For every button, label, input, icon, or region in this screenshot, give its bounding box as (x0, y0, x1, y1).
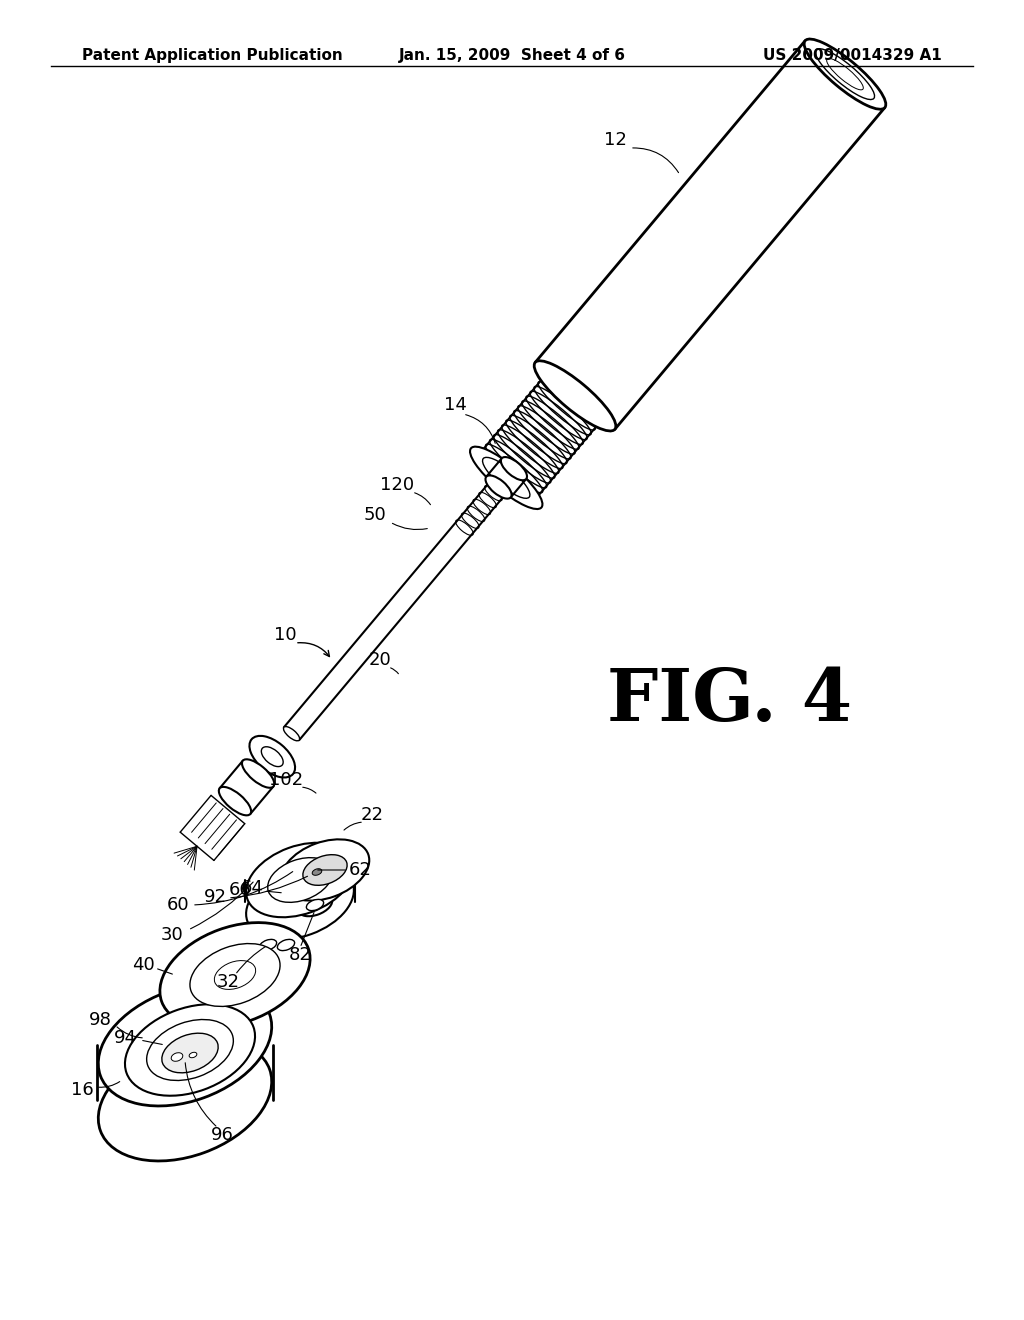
Text: 64: 64 (241, 879, 263, 898)
Text: 94: 94 (114, 1030, 136, 1047)
Ellipse shape (162, 1034, 218, 1073)
Text: 60: 60 (167, 896, 189, 913)
Text: FIG. 4: FIG. 4 (607, 664, 853, 735)
Ellipse shape (281, 840, 370, 900)
Text: 22: 22 (360, 807, 384, 824)
Ellipse shape (501, 457, 527, 480)
Text: 14: 14 (443, 396, 467, 414)
Ellipse shape (278, 940, 295, 950)
Ellipse shape (160, 923, 310, 1027)
Ellipse shape (303, 854, 347, 886)
Text: 62: 62 (348, 861, 372, 879)
Text: 50: 50 (364, 506, 386, 524)
Ellipse shape (535, 360, 615, 430)
Text: 102: 102 (269, 771, 303, 789)
Text: 12: 12 (603, 131, 627, 149)
Text: 96: 96 (211, 1126, 233, 1144)
Ellipse shape (242, 759, 274, 788)
Ellipse shape (482, 457, 530, 499)
Ellipse shape (189, 1052, 197, 1057)
Ellipse shape (470, 446, 543, 510)
Ellipse shape (804, 40, 886, 110)
Ellipse shape (125, 1005, 255, 1096)
Text: 20: 20 (369, 651, 391, 669)
Ellipse shape (98, 1039, 271, 1162)
Text: Patent Application Publication: Patent Application Publication (82, 48, 343, 63)
Ellipse shape (284, 726, 300, 741)
Text: 98: 98 (88, 1011, 112, 1030)
Ellipse shape (261, 747, 284, 767)
Ellipse shape (146, 1019, 233, 1081)
Text: 40: 40 (132, 956, 155, 974)
Ellipse shape (214, 961, 256, 990)
Ellipse shape (815, 49, 874, 99)
Ellipse shape (298, 894, 332, 916)
Text: 66: 66 (228, 880, 251, 899)
Ellipse shape (219, 787, 251, 816)
Ellipse shape (826, 58, 863, 90)
Ellipse shape (189, 944, 281, 1006)
Text: 30: 30 (161, 927, 183, 944)
Text: Jan. 15, 2009  Sheet 4 of 6: Jan. 15, 2009 Sheet 4 of 6 (398, 48, 626, 63)
Ellipse shape (250, 735, 295, 777)
Ellipse shape (246, 865, 354, 940)
Text: 10: 10 (273, 626, 296, 644)
Text: 82: 82 (289, 946, 311, 964)
Ellipse shape (259, 940, 276, 950)
Text: 92: 92 (204, 888, 226, 906)
Text: 32: 32 (216, 973, 240, 991)
Text: 120: 120 (380, 477, 414, 494)
Ellipse shape (306, 899, 324, 911)
Ellipse shape (98, 983, 271, 1106)
Text: 16: 16 (71, 1081, 93, 1100)
Text: US 2009/0014329 A1: US 2009/0014329 A1 (763, 48, 942, 63)
Ellipse shape (312, 869, 322, 875)
Ellipse shape (485, 475, 512, 499)
Ellipse shape (267, 858, 333, 903)
Ellipse shape (171, 1053, 183, 1061)
Ellipse shape (246, 842, 354, 917)
